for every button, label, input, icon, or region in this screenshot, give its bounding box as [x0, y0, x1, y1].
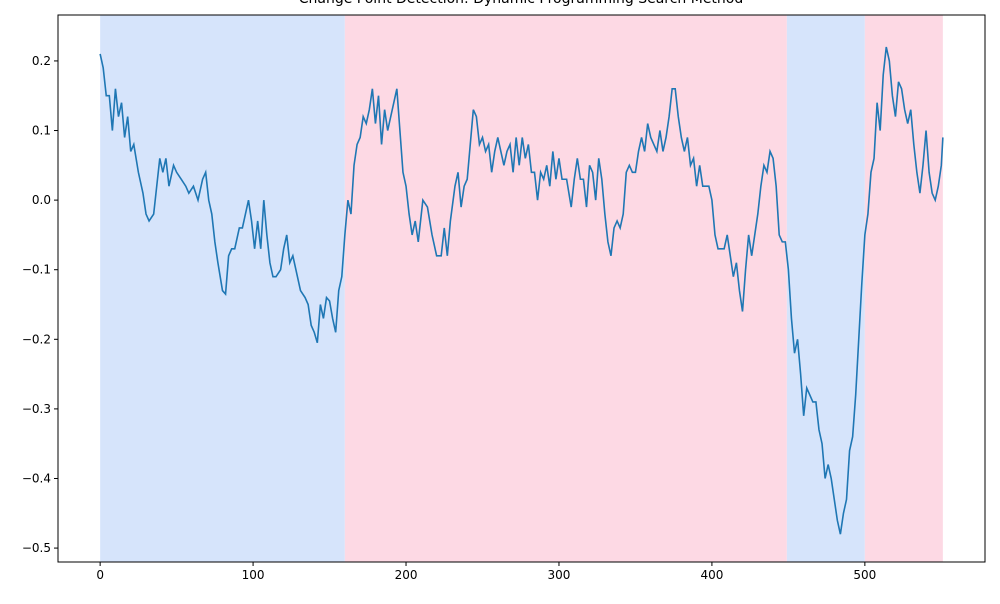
- x-tick-label: 200: [395, 568, 418, 582]
- chart-title: Change Point Detection: Dynamic Programm…: [299, 0, 744, 7]
- x-tick-label: 400: [700, 568, 723, 582]
- y-tick-label: −0.2: [22, 332, 51, 346]
- change-region: [864, 15, 943, 562]
- x-tick-label: 300: [548, 568, 571, 582]
- y-tick-label: −0.5: [22, 541, 51, 555]
- x-tick-label: 100: [242, 568, 265, 582]
- x-tick-label: 0: [96, 568, 104, 582]
- y-tick-label: −0.3: [22, 402, 51, 416]
- data-line: [99, 46, 944, 535]
- y-tick-label: −0.4: [22, 471, 51, 485]
- change-region: [786, 15, 865, 562]
- x-tick-label: 500: [853, 568, 876, 582]
- plot-frame: [57, 14, 986, 563]
- y-tick-label: 0.0: [32, 193, 51, 207]
- y-tick-label: 0.1: [32, 124, 51, 138]
- y-tick-label: −0.1: [22, 263, 51, 277]
- y-tick-label: 0.2: [32, 54, 51, 68]
- change-region: [344, 15, 787, 562]
